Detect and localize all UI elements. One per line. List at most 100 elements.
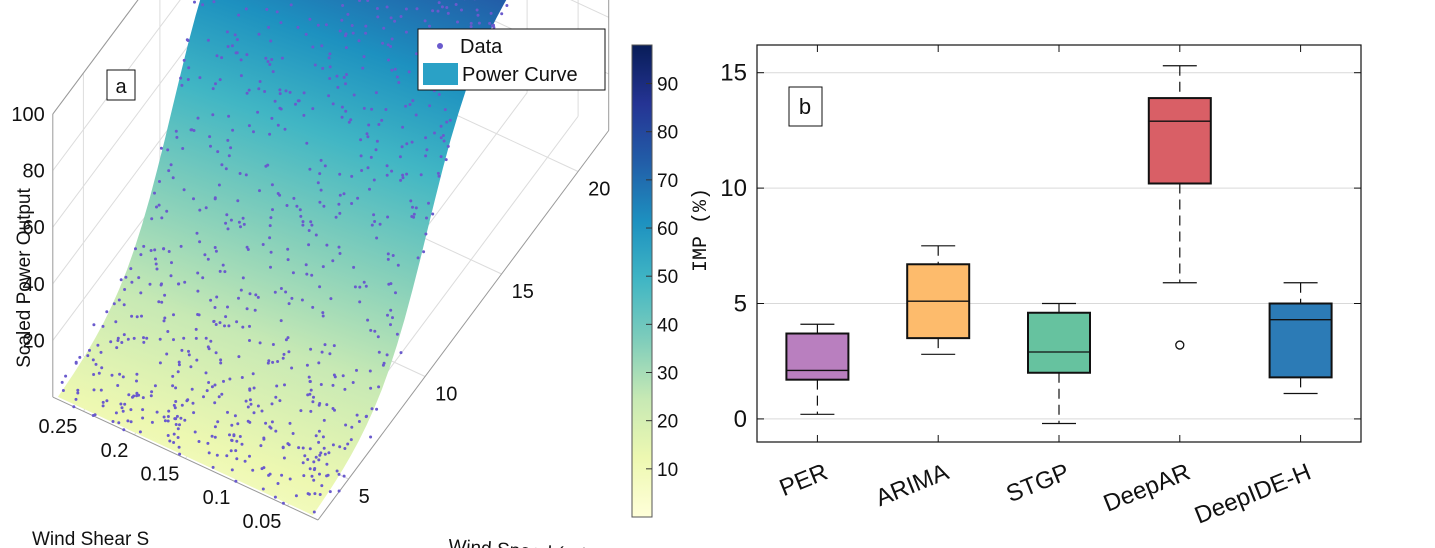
data-point — [213, 435, 217, 439]
data-point — [140, 314, 143, 318]
data-point — [267, 359, 271, 363]
data-point — [372, 213, 376, 217]
data-point — [229, 218, 233, 222]
data-point — [344, 82, 347, 86]
axis-edge — [52, 0, 139, 115]
data-point — [224, 167, 228, 171]
data-point — [162, 319, 166, 323]
data-point — [280, 56, 284, 60]
data-point — [289, 3, 293, 7]
data-point — [318, 172, 322, 176]
data-point — [357, 39, 361, 43]
data-point — [246, 405, 250, 409]
data-point — [222, 379, 225, 383]
data-point — [149, 249, 153, 252]
colorbar-tick-label: 80 — [657, 123, 678, 144]
data-point — [172, 441, 176, 444]
data-point — [139, 291, 143, 295]
data-point — [160, 216, 164, 220]
data-point — [437, 1, 441, 5]
data-point — [311, 45, 315, 49]
data-point — [175, 135, 179, 139]
data-point — [192, 129, 196, 132]
data-point — [187, 349, 190, 353]
data-point — [308, 167, 312, 171]
data-point — [270, 183, 274, 187]
data-point — [302, 113, 306, 117]
data-point — [235, 457, 239, 461]
data-point — [117, 421, 121, 425]
data-point — [292, 196, 296, 200]
data-point — [404, 30, 408, 34]
data-point — [356, 196, 360, 200]
data-point — [194, 336, 198, 340]
data-point — [321, 314, 325, 318]
data-point — [273, 99, 277, 103]
data-point — [445, 6, 449, 9]
data-point — [332, 344, 336, 348]
data-point — [258, 80, 262, 83]
data-point — [171, 374, 175, 378]
data-point — [454, 3, 458, 6]
data-point — [261, 243, 265, 246]
data-point — [212, 0, 216, 4]
data-point — [391, 316, 394, 320]
data-point — [490, 24, 494, 28]
colorbar-tick-label: 70 — [657, 171, 678, 192]
data-point — [310, 474, 314, 478]
data-point — [340, 105, 344, 109]
data-point — [191, 401, 195, 405]
data-point — [322, 418, 326, 422]
data-point — [210, 385, 214, 389]
data-point — [197, 313, 201, 317]
data-point — [343, 387, 347, 391]
data-point — [258, 189, 261, 193]
axis-edge — [317, 130, 610, 521]
data-point — [469, 25, 473, 29]
data-point — [285, 204, 289, 207]
data-point — [210, 434, 214, 438]
y-axis-label: Wind Shear S — [32, 529, 149, 548]
data-point — [395, 332, 399, 336]
data-point — [427, 201, 430, 205]
data-point — [282, 352, 286, 356]
data-point — [186, 78, 190, 81]
data-point — [385, 173, 389, 177]
data-point — [288, 90, 292, 94]
data-point — [187, 353, 191, 357]
data-point — [328, 490, 332, 494]
data-point — [176, 436, 180, 439]
data-point — [375, 407, 379, 411]
data-point — [201, 3, 205, 7]
x-tick-labels: 5 10 15 20 — [359, 179, 611, 509]
data-point — [242, 222, 246, 226]
data-point — [235, 51, 239, 55]
data-point — [150, 420, 154, 424]
data-point — [445, 120, 449, 124]
data-point — [399, 178, 403, 182]
data-point — [267, 25, 271, 29]
data-point — [365, 414, 368, 418]
data-point — [115, 346, 119, 350]
data-point — [239, 58, 243, 62]
data-point — [319, 451, 323, 455]
data-point — [410, 140, 414, 144]
data-point — [302, 474, 306, 478]
data-point — [226, 138, 230, 142]
data-point — [444, 158, 448, 162]
panel-b-letter: b — [799, 94, 811, 119]
data-point — [331, 383, 335, 387]
data-point — [373, 329, 377, 333]
data-point — [237, 13, 241, 17]
colorbar-tick-label: 10 — [657, 460, 678, 481]
data-point — [227, 114, 231, 118]
data-point — [276, 482, 280, 485]
data-point — [109, 340, 113, 344]
data-point — [323, 164, 327, 168]
data-point — [273, 290, 277, 294]
data-point — [238, 172, 242, 175]
data-point — [206, 345, 210, 349]
data-point — [344, 109, 348, 113]
data-point — [338, 252, 342, 255]
data-point — [321, 66, 325, 70]
